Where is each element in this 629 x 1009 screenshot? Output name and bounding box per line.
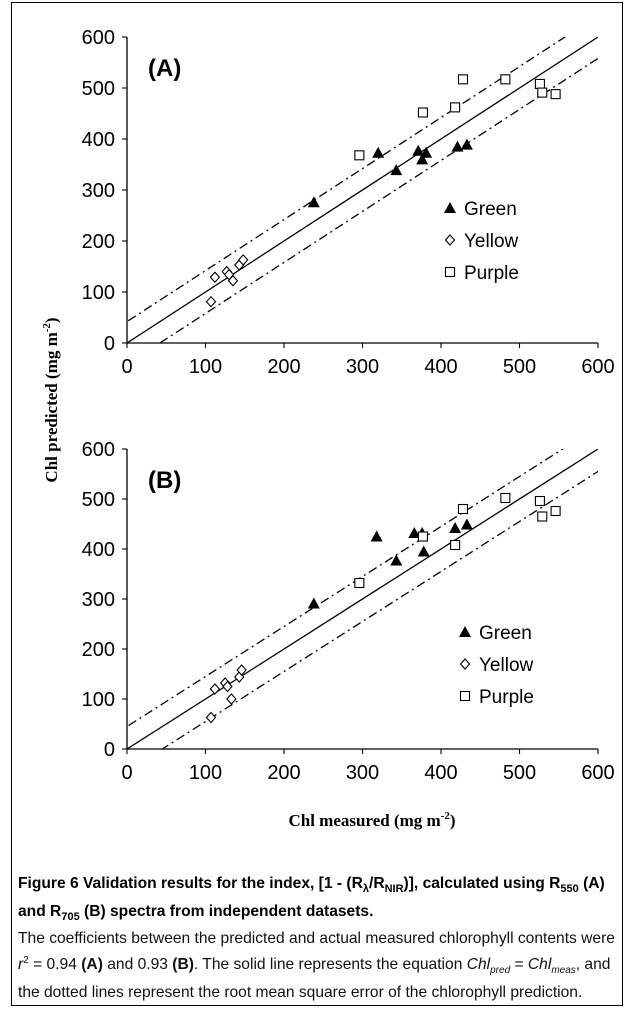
legend-label: Purple: [479, 687, 534, 708]
y-tick-label: 300: [82, 589, 115, 611]
one-to-one-line: [127, 37, 598, 343]
x-tick-label: 300: [346, 762, 379, 784]
legend: Green Yellow Purple: [459, 623, 534, 708]
green-point: [390, 554, 403, 566]
purple-point: [534, 78, 545, 89]
green-point: [372, 146, 385, 158]
green-point: [460, 138, 473, 150]
green-point: [416, 153, 429, 165]
yellow-legend-marker: [444, 234, 456, 246]
y-tick-label: 600: [82, 27, 115, 49]
green-point: [307, 196, 320, 208]
x-tick-label: 100: [189, 356, 222, 378]
x-axis-title: Chl measured (mg m-2): [288, 810, 455, 830]
x-tick-label: 600: [581, 762, 614, 784]
rmse-bound-line: [158, 57, 598, 343]
y-axis-title: Chl predicted (mg m-2): [41, 317, 61, 482]
purple-legend-marker: [444, 266, 456, 278]
y-tick-label: 0: [104, 333, 115, 355]
legend-label: Green: [464, 199, 517, 220]
yellow-point: [209, 683, 221, 695]
y-tick-label: 300: [82, 180, 115, 202]
purple-point: [537, 87, 548, 98]
y-tick-label: 100: [82, 689, 115, 711]
figure-caption: Figure 6 Validation results for the inde…: [18, 873, 616, 1003]
y-tick-label: 400: [82, 539, 115, 561]
purple-point: [417, 107, 428, 118]
yellow-point: [205, 295, 217, 308]
yellow-point: [209, 271, 221, 284]
x-tick-label: 500: [503, 762, 536, 784]
x-tick-label: 400: [424, 762, 457, 784]
yellow-point: [227, 274, 239, 287]
green-point: [307, 597, 320, 609]
purple-point: [450, 102, 461, 113]
panel-label: (A): [148, 55, 181, 82]
purple-legend-marker: [459, 690, 471, 702]
legend-label: Yellow: [464, 231, 519, 252]
legend: Green Yellow Purple: [444, 199, 519, 284]
figure-plots: Chl predicted (mg m-2) Chl measured (mg …: [41, 27, 615, 830]
y-tick-label: 400: [82, 129, 115, 151]
x-tick-label: 0: [121, 762, 132, 784]
one-to-one-line: [127, 449, 598, 749]
yellow-legend-marker: [459, 658, 471, 670]
purple-point: [550, 505, 561, 517]
x-tick-label: 400: [424, 356, 457, 378]
chart-panel-b: 0 100 200 300 400 500 600 0 100 200 300 400 500 600 (B…: [82, 439, 615, 784]
purple-point: [354, 577, 365, 589]
rmse-bound-line: [161, 470, 598, 749]
caption-title: Figure 6 Validation results for the inde…: [18, 875, 605, 923]
rmse-bound-line: [127, 37, 567, 323]
green-legend-marker: [444, 202, 456, 213]
green-point: [451, 140, 464, 152]
x-tick-label: 100: [189, 762, 222, 784]
purple-point: [354, 150, 365, 161]
y-tick-label: 600: [82, 439, 115, 461]
purple-point: [457, 74, 469, 85]
y-tick-label: 200: [82, 231, 115, 253]
y-tick-label: 100: [82, 282, 115, 304]
purple-point: [500, 492, 511, 504]
yellow-point: [205, 711, 217, 724]
caption-body: The coefficients between the predicted a…: [18, 930, 615, 1001]
y-tick-label: 500: [82, 489, 115, 511]
chart-panel-a: 0 100 200 300 400 500 600 0 100 200 300 400 500 600 (A…: [82, 27, 615, 378]
green-point: [449, 522, 462, 533]
rmse-bound-line: [127, 449, 564, 728]
green-point: [412, 144, 425, 156]
green-point: [460, 518, 473, 530]
x-tick-label: 500: [503, 356, 536, 378]
green-point: [420, 146, 433, 158]
y-tick-label: 200: [82, 639, 115, 661]
legend-label: Purple: [464, 263, 519, 284]
yellow-point: [222, 680, 233, 693]
yellow-point: [226, 693, 237, 705]
yellow-point: [237, 254, 249, 266]
purple-point: [550, 89, 561, 100]
purple-point: [457, 503, 469, 515]
green-point: [408, 527, 421, 538]
x-tick-label: 200: [267, 762, 300, 784]
y-tick-label: 500: [82, 78, 115, 100]
purple-point: [417, 531, 428, 542]
purple-point: [450, 539, 461, 551]
legend-label: Green: [479, 623, 532, 644]
panel-label: (B): [148, 467, 181, 494]
purple-point: [500, 74, 511, 85]
purple-point: [534, 495, 545, 507]
yellow-point: [236, 664, 247, 676]
green-point: [390, 164, 403, 176]
figure-frame: [11, 2, 623, 1006]
y-tick-label: 0: [104, 739, 115, 761]
legend-label: Yellow: [479, 655, 534, 676]
green-point: [417, 545, 430, 557]
purple-point: [537, 511, 548, 522]
x-tick-label: 600: [581, 356, 614, 378]
x-tick-label: 300: [346, 356, 379, 378]
green-point: [370, 530, 383, 542]
x-tick-label: 0: [121, 356, 132, 378]
x-tick-label: 200: [267, 356, 300, 378]
green-legend-marker: [459, 626, 471, 637]
